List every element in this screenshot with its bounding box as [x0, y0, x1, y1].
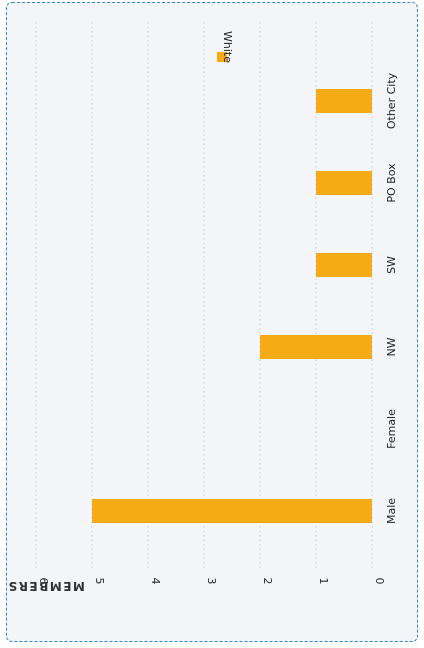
y-tick-label: 4 [149, 578, 162, 585]
category-label: Female [385, 409, 398, 449]
category-label: SW [385, 256, 398, 274]
bar [316, 171, 372, 195]
y-axis-ticks: 0 1 2 3 4 5 6 [37, 578, 386, 585]
bar [316, 89, 372, 113]
category-label: NW [385, 337, 398, 356]
category-label: PO Box [385, 163, 398, 203]
y-tick-label: 1 [317, 578, 330, 585]
category-label: Other City [385, 72, 398, 129]
category-labels: Male Female NW SW PO Box Other City [385, 72, 398, 524]
y-tick-label: 6 [37, 578, 50, 585]
legend: White [217, 31, 234, 63]
y-tick-label: 2 [261, 578, 274, 585]
legend-swatch [217, 52, 227, 62]
y-tick-label: 3 [205, 578, 218, 585]
bar [316, 253, 372, 277]
y-tick-label: 5 [93, 578, 106, 585]
y-axis-title: MEMBERS [7, 579, 85, 593]
category-label: Male [385, 498, 398, 524]
bar [260, 335, 372, 359]
bars [92, 89, 372, 523]
bar [92, 499, 372, 523]
legend-label: White [221, 31, 234, 63]
y-tick-label: 0 [373, 578, 386, 585]
